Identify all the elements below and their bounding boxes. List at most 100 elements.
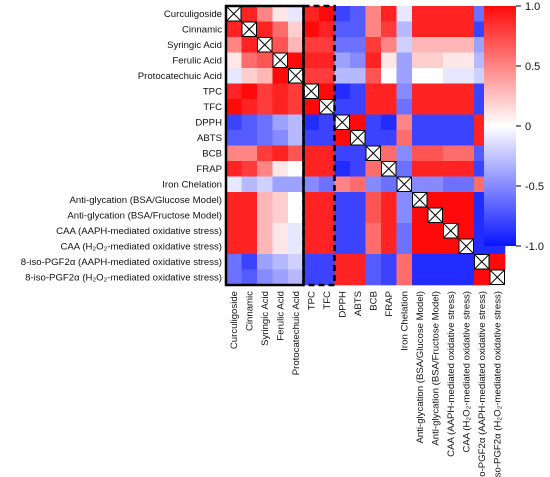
heatmap-cell	[474, 269, 490, 286]
heatmap-cell	[226, 238, 242, 255]
heatmap-cell	[226, 176, 242, 193]
heatmap-cell	[443, 254, 459, 270]
heatmap-cell	[381, 223, 397, 239]
cross-marker	[443, 223, 459, 239]
heatmap-cell	[272, 145, 289, 162]
heatmap-cell	[288, 99, 304, 115]
row-label: CAA (AAPH-mediated oxidative stress)	[56, 226, 222, 237]
heatmap-cell	[241, 52, 258, 69]
heatmap-cell	[303, 161, 320, 177]
heatmap-cell	[288, 161, 304, 177]
heatmap-cell	[334, 238, 351, 255]
heatmap-cell	[396, 238, 413, 255]
row-label: Anti-glycation (BSA/Glucose Model)	[70, 195, 223, 206]
heatmap-cell	[365, 192, 382, 208]
heatmap-cell	[272, 269, 289, 286]
column-label: FRAP	[384, 291, 395, 317]
heatmap-cell	[412, 269, 428, 286]
heatmap-cell	[288, 176, 304, 193]
heatmap-cell	[350, 223, 366, 239]
heatmap-cell	[427, 176, 444, 193]
heatmap-cell	[412, 6, 428, 22]
heatmap-cell	[350, 192, 366, 208]
heatmap-cell	[226, 37, 242, 53]
heatmap-cell	[257, 223, 273, 239]
heatmap-cell	[303, 130, 320, 146]
cross-marker	[458, 238, 474, 254]
row-label: Iron Chelation	[162, 180, 222, 191]
heatmap-cell	[412, 37, 428, 53]
heatmap-cell	[334, 223, 351, 239]
heatmap-cell	[257, 99, 273, 115]
heatmap-cell	[350, 6, 366, 22]
heatmap-cell	[334, 99, 351, 115]
heatmap-cell	[365, 21, 382, 38]
heatmap-cell	[443, 130, 459, 146]
heatmap-cell	[350, 99, 366, 115]
heatmap-cell	[303, 238, 320, 255]
heatmap-cell	[334, 68, 351, 84]
heatmap-cell	[443, 145, 459, 162]
heatmap-cell	[365, 254, 382, 270]
row-label: DPPH	[195, 118, 222, 129]
heatmap-cell	[350, 161, 366, 177]
heatmap-cell	[350, 254, 366, 270]
heatmap-cell	[303, 114, 320, 131]
heatmap-cell	[350, 145, 366, 162]
colorbar-tick-label: 0.5	[525, 61, 540, 73]
cross-marker	[396, 176, 412, 192]
cross-marker	[474, 254, 490, 270]
heatmap-cell	[272, 207, 289, 224]
heatmap-cell	[489, 254, 506, 270]
column-label: DPPH	[338, 291, 349, 318]
column-label: Protocatechuic Acid	[291, 291, 302, 375]
heatmap-cell	[427, 269, 444, 286]
heatmap-cell	[350, 21, 366, 38]
heatmap-cell	[319, 192, 335, 208]
heatmap-cell	[303, 6, 320, 22]
heatmap-cell	[381, 52, 397, 69]
heatmap-cell	[257, 130, 273, 146]
heatmap-cell	[396, 83, 413, 100]
heatmap-cell	[272, 238, 289, 255]
heatmap-cell	[443, 114, 459, 131]
row-label: ABTS	[197, 133, 222, 144]
heatmap-cell	[319, 254, 335, 270]
heatmap-cell	[381, 254, 397, 270]
heatmap-cell	[396, 99, 413, 115]
heatmap-cell	[241, 254, 258, 270]
cross-marker	[334, 114, 350, 130]
heatmap-cell	[272, 223, 289, 239]
heatmap-cell	[272, 254, 289, 270]
heatmap-cell	[334, 176, 351, 193]
heatmap-cell	[443, 238, 459, 255]
heatmap-cell	[257, 83, 273, 100]
heatmap-cell	[334, 254, 351, 270]
heatmap-cell	[458, 130, 475, 146]
heatmap-cell	[365, 161, 382, 177]
heatmap-cell	[319, 83, 335, 100]
heatmap-cell	[443, 6, 459, 22]
heatmap-cell	[350, 269, 366, 286]
row-labels: Curculigoside Cinnamic Syringic Acid Feruli…	[21, 9, 223, 283]
heatmap-cell	[257, 254, 273, 270]
heatmap-cell	[241, 192, 258, 208]
column-label: Syringic Acid	[260, 291, 271, 346]
heatmap-cell	[381, 114, 397, 131]
heatmap-cell	[334, 161, 351, 177]
heatmap-cell	[396, 207, 413, 224]
heatmap-cell	[381, 99, 397, 115]
heatmap-cell	[427, 37, 444, 53]
heatmap-cell	[427, 52, 444, 69]
heatmap-cell	[226, 99, 242, 115]
heatmap-cell	[412, 161, 428, 177]
heatmap-cell	[226, 68, 242, 84]
heatmap-cell	[257, 68, 273, 84]
heatmap-cell	[257, 52, 273, 69]
heatmap-cell	[226, 207, 242, 224]
heatmap-cell	[381, 207, 397, 224]
heatmap-cell	[412, 254, 428, 270]
heatmap-cell	[427, 192, 444, 208]
heatmap-cell	[303, 68, 320, 84]
heatmap-cell	[334, 37, 351, 53]
